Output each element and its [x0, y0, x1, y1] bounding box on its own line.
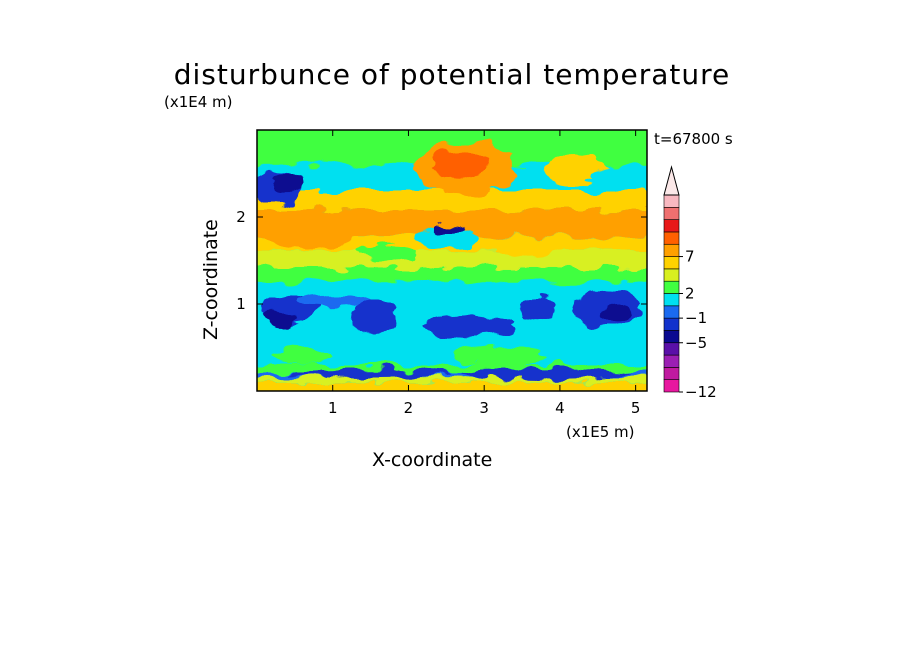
contour-blob-15 [264, 217, 356, 249]
x-unit-label: (x1E5 m) [566, 423, 635, 441]
colorbar-label: −1 [685, 309, 707, 327]
contour-band-10 [257, 190, 647, 211]
contour-blob-20 [499, 238, 560, 257]
contour-blob-13 [412, 230, 481, 248]
contour-blob-2 [351, 299, 398, 335]
x-tick-label: 5 [631, 399, 641, 417]
contour-blob-3 [423, 315, 515, 337]
chart-title: disturbunce of potential temperature [173, 58, 731, 91]
y-ticks: 12 [236, 208, 647, 313]
colorbar-swatch [663, 280, 680, 294]
colorbar-swatch [663, 367, 680, 380]
contour-blob-11 [270, 171, 304, 193]
contour-band-6 [257, 267, 647, 283]
contour-band-3 [257, 364, 647, 372]
colorbar-label: 2 [685, 285, 695, 303]
contour-blob-19 [590, 164, 636, 191]
colorbar-swatch [663, 231, 680, 245]
colorbar-swatch [663, 330, 680, 344]
contour-band-0 [257, 382, 647, 391]
contour-band-1 [257, 377, 647, 383]
colorbar-swatch [663, 354, 680, 368]
contour-blob-22 [453, 345, 545, 367]
contour-blob-7 [294, 292, 371, 307]
colorbar-label: −12 [685, 383, 717, 401]
contour-blob-6 [601, 304, 632, 322]
colorbar-swatch [663, 342, 680, 356]
colorbar-swatch [663, 219, 680, 233]
colorbar-swatch [663, 256, 680, 270]
x-axis-label: X-coordinate [372, 449, 493, 471]
colorbar-swatch [663, 293, 680, 307]
contour-blob-21 [355, 244, 417, 259]
contour-blob-12 [321, 175, 405, 190]
colorbar: 7 2 −1 −5 −12 [663, 165, 717, 401]
colorbar-swatch [663, 207, 680, 220]
x-tick-label: 3 [479, 399, 489, 417]
contour-blob-14 [434, 224, 466, 236]
colorbar-label: 7 [685, 248, 695, 266]
y-tick-label: 1 [236, 295, 246, 313]
time-label: t=67800 s [654, 130, 733, 148]
colorbar-swatch [663, 305, 680, 319]
colorbar-swatch [663, 379, 680, 393]
contour-blob-18 [544, 153, 606, 185]
contour-field [257, 130, 647, 391]
contour-band-4 [257, 343, 647, 365]
contour-blob-8 [461, 368, 629, 379]
colorbar-swatch [663, 317, 680, 331]
x-tick-label: 1 [328, 399, 338, 417]
contour-band-7 [257, 250, 647, 268]
contour-blob-4 [518, 297, 557, 319]
colorbar-swatch [663, 268, 680, 282]
contour-blob-1 [264, 310, 295, 325]
colorbar-arrow [663, 165, 680, 196]
x-tick-label: 2 [404, 399, 414, 417]
colorbar-swatch [663, 194, 680, 208]
contour-blob-17 [431, 151, 492, 178]
colorbar-swatch [663, 243, 680, 257]
contour-blob-9 [287, 369, 454, 378]
y-unit-label: (x1E4 m) [164, 93, 233, 111]
contour-blob-23 [272, 347, 333, 365]
x-tick-label: 4 [555, 399, 565, 417]
colorbar-label: −5 [685, 334, 707, 352]
y-tick-label: 2 [236, 208, 246, 226]
plot-frame [256, 129, 648, 392]
x-ticks: 1 2 3 4 5 [328, 130, 640, 417]
